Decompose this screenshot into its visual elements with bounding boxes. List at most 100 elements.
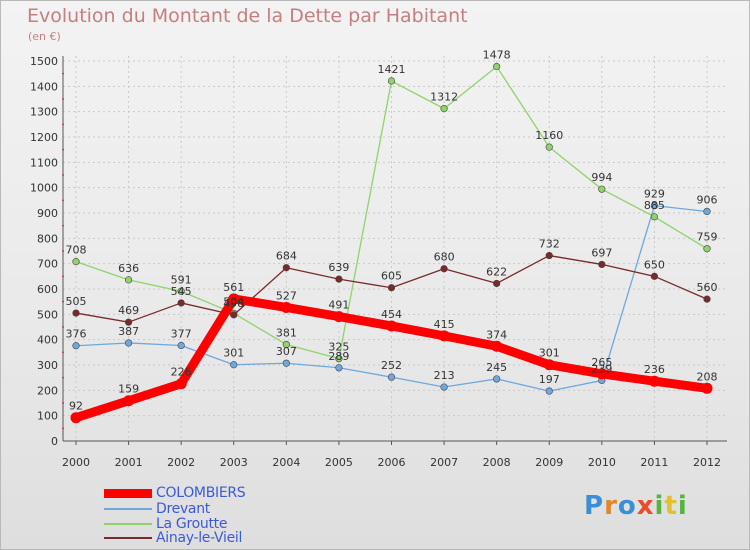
y-tick-label: 400 — [37, 334, 58, 347]
y-minor-tick — [62, 199, 64, 202]
y-tick-label: 500 — [37, 308, 58, 321]
data-label: 377 — [171, 327, 192, 340]
x-tick-label: 2007 — [430, 456, 458, 469]
chart-title: Evolution du Montant de la Dette par Hab… — [27, 5, 468, 27]
data-point — [648, 375, 660, 387]
x-tick-label: 2003 — [220, 456, 248, 469]
data-label: 387 — [118, 325, 139, 338]
data-point — [491, 340, 503, 352]
y-tick-label: 900 — [37, 207, 58, 220]
data-point — [280, 301, 292, 313]
data-point — [72, 342, 80, 350]
data-point — [387, 373, 396, 381]
logo-letter: i — [654, 491, 665, 521]
data-label: 885 — [644, 199, 665, 212]
legend-label: Drevant — [156, 501, 210, 517]
y-tick-label: 300 — [37, 359, 58, 372]
y-minor-tick — [62, 123, 64, 126]
data-point — [650, 213, 659, 221]
data-label: 325 — [328, 341, 349, 354]
y-tick-label: 1300 — [30, 106, 58, 119]
data-label: 906 — [697, 193, 718, 206]
legend-swatch — [104, 508, 152, 510]
data-label: 226 — [171, 366, 192, 379]
data-label: 92 — [69, 400, 83, 413]
proxiti-logo: Proxiti — [584, 491, 688, 521]
legend-item-drevant: Drevant — [104, 501, 210, 517]
plot-area — [63, 56, 727, 441]
x-tick-label: 2002 — [167, 456, 195, 469]
legend-label: COLOMBIERS — [156, 485, 246, 501]
y-minor-tick — [62, 402, 64, 404]
data-point — [493, 279, 501, 288]
x-tick-label: 2010 — [588, 456, 616, 469]
data-label: 1478 — [483, 49, 511, 62]
y-tick-label: 1000 — [30, 182, 58, 195]
data-label: 708 — [66, 244, 87, 257]
y-minor-tick — [62, 250, 64, 252]
logo-letter: r — [604, 491, 618, 521]
data-label: 650 — [644, 258, 665, 271]
x-tick-label: 2001 — [115, 456, 143, 469]
data-label: 376 — [66, 328, 87, 341]
data-label: 560 — [697, 281, 718, 294]
logo-letter: i — [677, 491, 688, 521]
data-label: 591 — [171, 273, 192, 286]
data-point — [493, 62, 501, 71]
data-point — [598, 185, 606, 193]
logo-letter: o — [617, 491, 637, 521]
data-point — [493, 375, 501, 383]
data-label: 929 — [644, 188, 665, 201]
data-point — [596, 368, 608, 380]
legend-label: La Groutte — [156, 516, 228, 532]
x-tick-label: 2009 — [535, 456, 563, 469]
data-label: 561 — [223, 281, 244, 294]
data-label: 1312 — [430, 91, 458, 104]
data-point — [175, 378, 187, 390]
data-label: 639 — [328, 261, 349, 274]
data-label: 307 — [276, 345, 297, 358]
y-minor-tick — [62, 174, 64, 176]
data-label: 680 — [434, 251, 455, 264]
data-point — [230, 361, 238, 369]
data-point — [335, 355, 343, 363]
x-tick-label: 2012 — [693, 456, 721, 469]
y-tick-label: 0 — [51, 435, 58, 448]
data-point — [703, 245, 711, 253]
data-label: 622 — [486, 265, 507, 278]
data-label: 265 — [591, 356, 612, 369]
data-point — [545, 387, 553, 395]
data-point — [282, 264, 290, 272]
data-label: 759 — [697, 231, 718, 244]
data-point — [72, 258, 80, 266]
y-tick-label: 700 — [37, 258, 58, 271]
data-label: 498 — [223, 297, 244, 310]
x-tick-label: 2000 — [62, 456, 90, 469]
x-tick-label: 2005 — [325, 456, 353, 469]
data-label: 697 — [591, 246, 612, 259]
data-label: 504 — [223, 295, 244, 308]
data-point — [650, 202, 659, 210]
x-tick-label: 2006 — [378, 456, 406, 469]
data-point — [440, 265, 448, 273]
data-label: 252 — [381, 359, 402, 372]
data-point — [282, 359, 290, 367]
data-point — [70, 412, 82, 424]
data-label: 301 — [223, 347, 244, 360]
data-point — [440, 105, 448, 113]
y-tick-label: 1100 — [30, 156, 58, 169]
data-point — [543, 359, 555, 371]
data-label: 636 — [118, 262, 139, 275]
data-point — [177, 287, 185, 295]
y-tick-label: 1200 — [30, 131, 58, 144]
data-label: 1160 — [535, 129, 563, 142]
data-point — [545, 251, 553, 260]
y-minor-tick — [62, 72, 64, 75]
data-point — [335, 275, 343, 283]
data-label: 545 — [171, 285, 192, 298]
y-minor-tick — [62, 148, 64, 151]
y-minor-tick — [62, 326, 64, 328]
data-label: 1421 — [378, 63, 406, 76]
data-point — [282, 340, 290, 349]
